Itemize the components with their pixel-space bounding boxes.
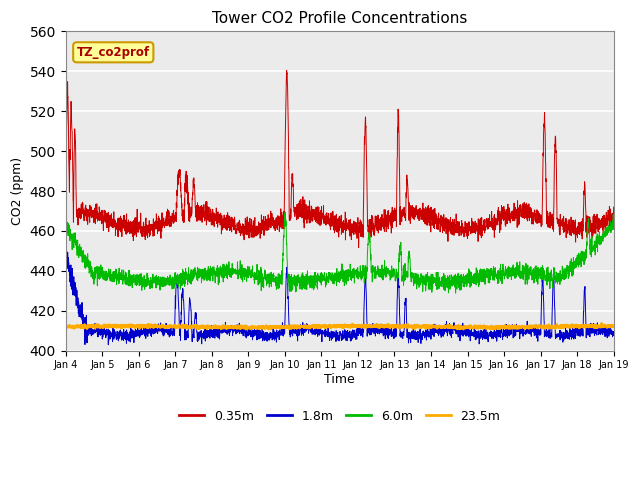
1.8m — [610, 329, 618, 335]
6.0m — [282, 209, 289, 215]
0.35m — [600, 230, 607, 236]
23.5m — [272, 325, 280, 331]
23.5m — [460, 326, 467, 332]
23.5m — [610, 323, 618, 329]
6.0m — [540, 268, 548, 274]
1.8m — [157, 326, 164, 332]
Text: TZ_co2prof: TZ_co2prof — [77, 46, 150, 59]
1.8m — [272, 334, 280, 340]
Line: 0.35m: 0.35m — [66, 70, 614, 248]
6.0m — [62, 224, 70, 230]
6.0m — [600, 236, 607, 241]
23.5m — [157, 323, 164, 329]
6.0m — [272, 274, 280, 279]
23.5m — [62, 324, 70, 329]
0.35m — [272, 224, 280, 229]
0.35m — [355, 245, 362, 251]
X-axis label: Time: Time — [324, 373, 355, 386]
6.0m — [157, 276, 164, 281]
Title: Tower CO2 Profile Concentrations: Tower CO2 Profile Concentrations — [212, 11, 467, 26]
6.0m — [452, 290, 460, 296]
0.35m — [610, 204, 618, 210]
23.5m — [600, 323, 607, 329]
Y-axis label: CO2 (ppm): CO2 (ppm) — [11, 157, 24, 225]
0.35m — [540, 124, 548, 130]
Legend: 0.35m, 1.8m, 6.0m, 23.5m: 0.35m, 1.8m, 6.0m, 23.5m — [174, 405, 506, 428]
0.35m — [157, 227, 164, 233]
0.35m — [283, 67, 291, 73]
1.8m — [540, 316, 548, 322]
1.8m — [125, 334, 132, 340]
23.5m — [296, 324, 303, 329]
1.8m — [62, 248, 70, 253]
Line: 1.8m: 1.8m — [66, 251, 614, 345]
23.5m — [124, 324, 132, 329]
1.8m — [599, 329, 607, 335]
1.8m — [104, 342, 112, 348]
0.35m — [296, 210, 303, 216]
Line: 6.0m: 6.0m — [66, 212, 614, 293]
6.0m — [610, 224, 618, 230]
Line: 23.5m: 23.5m — [66, 323, 614, 329]
1.8m — [296, 330, 303, 336]
6.0m — [124, 283, 132, 288]
23.5m — [540, 324, 548, 329]
0.35m — [62, 215, 70, 221]
0.35m — [124, 229, 132, 235]
6.0m — [296, 280, 303, 286]
23.5m — [598, 320, 605, 326]
